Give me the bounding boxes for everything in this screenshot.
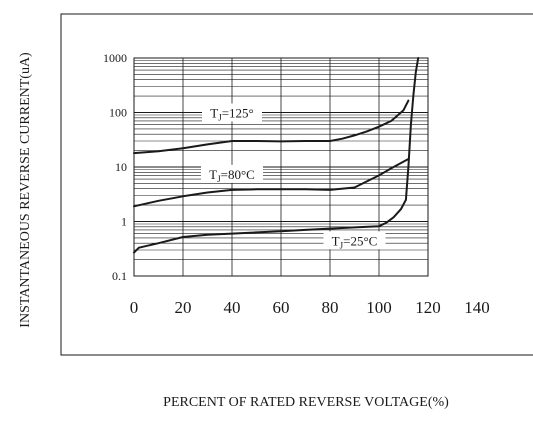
series-labels: TJ=125° TJ=80°C TJ=25°C	[201, 103, 386, 250]
y-tick-labels: 0.1 1 10 100 1000	[103, 51, 127, 283]
x-tick-label: 80	[322, 298, 339, 317]
series-label: TJ=125°	[210, 106, 254, 123]
chart-frame	[60, 13, 533, 356]
y-tick-label: 0.1	[112, 269, 127, 283]
series-label: TJ=80°C	[209, 167, 255, 184]
x-tick-label: 120	[415, 298, 441, 317]
x-tick-label: 0	[130, 298, 139, 317]
series-label-bg	[202, 103, 262, 122]
grid-layer	[134, 58, 428, 276]
y-tick-label: 100	[109, 106, 127, 120]
x-tick-labels: 0 20 40 60 80 100 120 140	[130, 298, 490, 317]
plot-area-border	[133, 57, 429, 277]
y-tick-label: 10	[115, 160, 127, 174]
y-axis-label: INSTANTANEOUS REVERSE CURRENT(uA)	[18, 52, 33, 328]
series-line	[133, 57, 420, 254]
y-tick-label: 1	[121, 215, 127, 229]
series-label-bg	[323, 231, 386, 250]
y-tick-label: 1000	[103, 51, 127, 65]
x-tick-label: 40	[224, 298, 241, 317]
x-tick-label: 140	[464, 298, 490, 317]
series-label-bg	[201, 164, 263, 183]
series-line	[133, 158, 410, 208]
x-axis-label: PERCENT OF RATED REVERSE VOLTAGE(%)	[163, 395, 449, 410]
x-tick-label: 60	[273, 298, 290, 317]
series-line	[133, 99, 410, 155]
x-tick-label: 100	[366, 298, 392, 317]
x-tick-label: 20	[175, 298, 192, 317]
series-label: TJ=25°C	[332, 233, 378, 250]
series-layer	[133, 57, 420, 254]
